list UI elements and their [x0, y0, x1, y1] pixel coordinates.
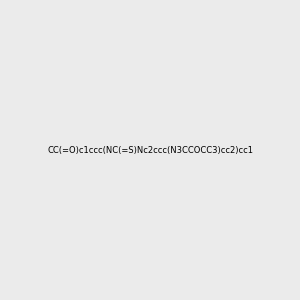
- Text: CC(=O)c1ccc(NC(=S)Nc2ccc(N3CCOCC3)cc2)cc1: CC(=O)c1ccc(NC(=S)Nc2ccc(N3CCOCC3)cc2)cc…: [47, 146, 253, 154]
